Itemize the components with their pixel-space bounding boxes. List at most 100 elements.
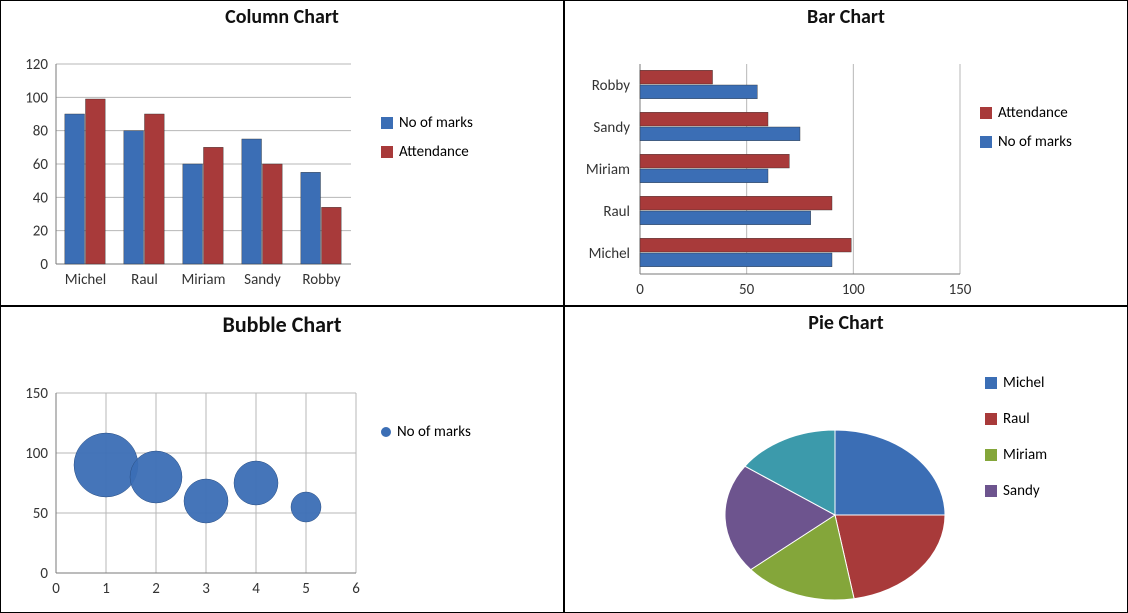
swatch-icon <box>985 449 997 461</box>
column-bar <box>124 131 144 264</box>
column-bar <box>242 139 262 264</box>
legend-label: Attendance <box>399 138 469 167</box>
column-bar <box>145 114 165 264</box>
legend-label: Miriam <box>1003 437 1047 473</box>
legend-item-miriam: Miriam <box>985 437 1047 473</box>
svg-text:0: 0 <box>40 256 48 274</box>
legend-label: No of marks <box>998 128 1072 157</box>
bar-row <box>640 154 789 168</box>
bar-row <box>640 112 768 126</box>
svg-text:Sandy: Sandy <box>593 119 630 137</box>
column-chart-legend: No of marksAttendance <box>381 29 473 166</box>
column-bar <box>204 147 224 264</box>
pie-chart-legend: MichelRaulMiriamSandy <box>985 335 1047 509</box>
bar-row <box>640 127 800 141</box>
legend-item-marks: No of marks <box>381 418 471 447</box>
svg-text:Miriam: Miriam <box>586 161 630 179</box>
svg-text:Raul: Raul <box>131 271 158 289</box>
legend-label: Sandy <box>1003 473 1040 509</box>
svg-text:0: 0 <box>40 565 48 583</box>
legend-item-attendance: Attendance <box>980 99 1072 128</box>
swatch-icon <box>381 117 393 129</box>
bar-chart-plot: 050100150RobbySandyMiriamRaulMichel <box>565 29 980 304</box>
svg-text:Robby: Robby <box>302 271 340 289</box>
swatch-icon <box>985 377 997 389</box>
svg-text:100: 100 <box>25 445 48 463</box>
pie-chart-panel: Pie Chart MichelRaulMiriamSandy <box>564 306 1128 613</box>
bubble-point <box>234 461 278 505</box>
svg-text:50: 50 <box>739 281 755 299</box>
bar-row <box>640 238 851 252</box>
svg-text:120: 120 <box>25 56 48 74</box>
pie-chart-title: Pie Chart <box>565 311 1127 335</box>
svg-text:Michel: Michel <box>65 271 106 289</box>
column-chart-plot: 0 20 40 60 80 100 120 Michel Raul Miriam Sandy Robb… <box>1 29 381 299</box>
svg-text:Raul: Raul <box>603 203 630 221</box>
svg-text:4: 4 <box>252 580 260 598</box>
bar-row <box>640 211 811 225</box>
svg-text:1: 1 <box>102 580 110 598</box>
svg-text:60: 60 <box>33 156 49 174</box>
legend-label: No of marks <box>397 418 471 447</box>
column-bar <box>183 164 203 264</box>
svg-text:6: 6 <box>352 580 360 598</box>
svg-text:Sandy: Sandy <box>244 271 281 289</box>
dot-icon <box>381 427 391 437</box>
legend-label: Michel <box>1003 365 1044 401</box>
svg-text:100: 100 <box>842 281 865 299</box>
svg-text:Michel: Michel <box>589 245 630 263</box>
svg-text:40: 40 <box>33 189 49 207</box>
pie-slice <box>835 430 945 515</box>
svg-text:80: 80 <box>33 123 49 141</box>
legend-item-attendance: Attendance <box>381 138 473 167</box>
swatch-icon <box>980 107 992 119</box>
bar-row <box>640 85 757 99</box>
svg-text:20: 20 <box>33 223 49 241</box>
svg-text:5: 5 <box>302 580 310 598</box>
legend-label: Attendance <box>998 99 1068 128</box>
svg-text:0: 0 <box>52 580 60 598</box>
legend-item-michel: Michel <box>985 365 1047 401</box>
legend-label: No of marks <box>399 109 473 138</box>
column-bar <box>322 207 342 264</box>
bar-chart-title: Bar Chart <box>565 5 1127 29</box>
bar-chart-legend: AttendanceNo of marks <box>980 29 1072 156</box>
column-bar <box>86 99 106 264</box>
bar-chart-panel: Bar Chart 050100150RobbySandyMiriamRaulM… <box>564 0 1128 306</box>
bar-row <box>640 196 832 210</box>
bar-row <box>640 169 768 183</box>
legend-label: Raul <box>1003 401 1030 437</box>
bar-row <box>640 253 832 267</box>
svg-text:150: 150 <box>949 281 972 299</box>
column-chart-panel: Column Chart 0 20 40 60 80 100 120 Michel Raul Mi… <box>0 0 564 306</box>
column-chart-title: Column Chart <box>1 5 563 29</box>
bubble-chart-plot: 0 50 100 150 0 1 2 3 4 5 6 <box>1 338 381 598</box>
bubble-chart-panel: Bubble Chart 0 50 100 150 0 1 2 3 4 5 6 No of mark… <box>0 306 564 613</box>
swatch-icon <box>985 485 997 497</box>
legend-item-sandy: Sandy <box>985 473 1047 509</box>
bubble-point <box>74 433 138 497</box>
swatch-icon <box>980 136 992 148</box>
swatch-icon <box>381 146 393 158</box>
column-bar <box>65 114 85 264</box>
svg-text:3: 3 <box>202 580 210 598</box>
svg-text:100: 100 <box>25 89 48 107</box>
bubble-chart-legend: No of marks <box>381 338 471 447</box>
bubble-point <box>291 492 321 522</box>
bubble-point <box>130 451 182 503</box>
chart-grid: Column Chart 020406080100120MichelRaulMi… <box>0 0 1128 613</box>
bar-row <box>640 70 713 84</box>
pie-chart-plot <box>565 335 985 613</box>
legend-item-marks: No of marks <box>381 109 473 138</box>
column-bar <box>301 172 321 264</box>
legend-item-marks: No of marks <box>980 128 1072 157</box>
svg-text:0: 0 <box>636 281 644 299</box>
svg-text:Miriam: Miriam <box>181 271 225 289</box>
svg-text:50: 50 <box>33 505 49 523</box>
svg-text:150: 150 <box>25 385 48 403</box>
bubble-point <box>184 479 228 523</box>
bubble-chart-title: Bubble Chart <box>1 311 563 338</box>
swatch-icon <box>985 413 997 425</box>
svg-text:2: 2 <box>152 580 160 598</box>
column-bar <box>263 164 283 264</box>
